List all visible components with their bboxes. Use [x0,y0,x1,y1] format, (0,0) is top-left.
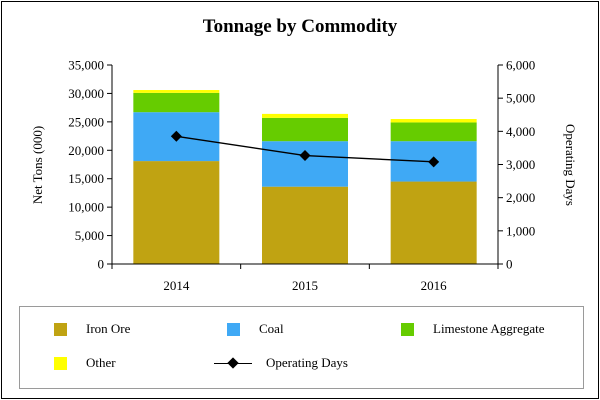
legend-swatch-coal [227,322,240,336]
bar-limestone-aggregate-2015 [262,117,348,142]
legend-label-coal: Coal [259,321,284,336]
legend-label-operating-days: Operating Days [266,355,348,370]
y2-tick-label: 3,000 [506,157,535,172]
bar-iron-ore-2014 [133,161,220,264]
y2-tick-label: 0 [506,257,513,272]
y2-tick-label: 1,000 [506,223,535,238]
legend-item-coal: Coal [227,321,284,337]
legend-item-operating-days: Operating Days [214,355,348,371]
bar-iron-ore-2016 [390,181,477,264]
bar-other-2016 [390,119,477,123]
x-tick-label-2016: 2016 [421,278,448,293]
chart-title: Tonnage by Commodity [202,16,398,37]
y2-tick-label: 2,000 [506,190,535,205]
legend-line-marker-icon [214,356,252,370]
chart-plot: 0 5,000 10,000 15,000 20,000 25,000 30,000 35,0… [30,58,578,294]
legend-swatch-iron-ore [54,322,67,336]
y2-tick-label: 4,000 [506,124,535,139]
y-tick-label: 15,000 [68,171,104,186]
bar-limestone-aggregate-2016 [390,122,477,142]
y-axis-label: Net Tons (000) [30,126,45,204]
bar-coal-2015 [262,141,348,187]
y-tick-label: 30,000 [68,86,104,101]
operating-days-point-2015 [299,150,311,162]
legend-swatch-limestone [401,322,414,336]
y-tick-label: 0 [98,257,105,272]
operating-days-point-2016 [428,156,440,168]
legend-label-iron-ore: Iron Ore [86,321,131,336]
legend-swatch-other [54,356,67,370]
x-tick-label-2015: 2015 [292,278,318,293]
legend-item-other: Other [54,355,116,371]
y-tick-label: 10,000 [68,200,104,215]
y2-axis-label: Operating Days [563,124,578,206]
legend-label-limestone: Limestone Aggregate [433,321,545,336]
x-tick-label-2014: 2014 [163,278,190,293]
y2-tick-label: 5,000 [506,91,535,106]
y-tick-label: 20,000 [68,143,104,158]
bar-other-2015 [262,113,348,118]
y2-tick-label: 6,000 [506,58,535,73]
y-tick-label: 35,000 [68,58,104,73]
bar-other-2014 [133,90,220,93]
bar-limestone-aggregate-2014 [133,92,220,113]
operating-days-point-2014 [170,130,182,142]
bar-iron-ore-2015 [262,186,348,264]
legend-label-other: Other [86,355,116,370]
legend-item-limestone: Limestone Aggregate [401,321,545,337]
y-tick-label: 5,000 [75,228,104,243]
y-tick-label: 25,000 [68,114,104,129]
legend-item-iron-ore: Iron Ore [54,321,130,337]
legend: Iron Ore Coal Limestone Aggregate Other … [19,306,584,389]
